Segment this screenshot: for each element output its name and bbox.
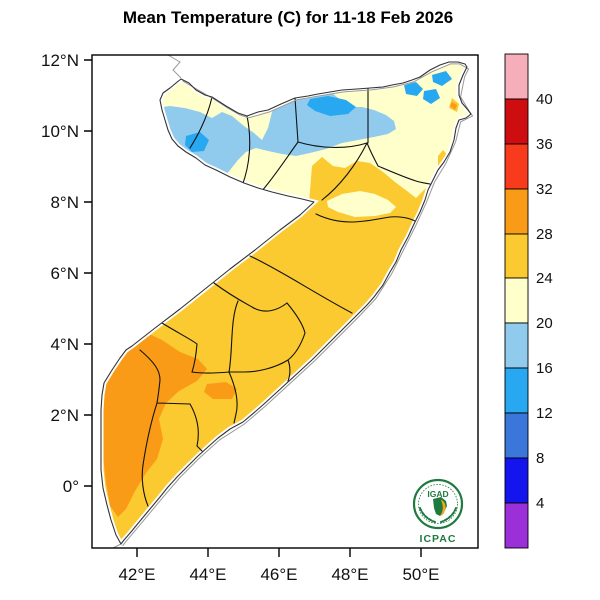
lon-tick-label-46e: 46°E [260,565,297,584]
colorbar-segment-36-40 [504,98,529,145]
coastline [100,61,472,545]
lat-tick-label-0: 0° [63,477,79,496]
laurel-wreath-icon [419,507,457,523]
plot-frame [91,54,479,549]
lon-tick-labels: 42°E 44°E 46°E 48°E 50°E [118,565,439,584]
lat-ticks [84,59,92,487]
lon-tick-label-42e: 42°E [118,565,155,584]
map-title: Mean Temperature (C) for 11-18 Feb 2026 [123,8,453,27]
colorbar-segment-below4 [504,502,529,549]
colorbar-segment-above40 [504,53,529,100]
colorbar-label-16: 16 [536,360,553,377]
lon-tick-label-50e: 50°E [402,565,439,584]
colorbar-label-32: 32 [536,181,553,198]
icpac-text: ICPAC [420,533,457,545]
colorbar-segment-16-20 [504,322,529,369]
logo-inner-ring [418,484,458,524]
colorbar-label-24: 24 [536,270,553,287]
coastline-shadow [122,63,474,547]
africa-gold-swoosh-icon [440,500,446,516]
lon-ticks [136,548,422,557]
temp-region-12-16-patches [185,71,452,152]
igad-icpac-logo: IGAD ICPAC [408,472,468,546]
colorbar-label-4: 4 [536,495,544,512]
colorbar-segment-32-36 [504,143,529,190]
lat-tick-label-8n: 8°N [50,193,79,212]
colorbar-segment-4-8 [504,457,529,504]
colorbar-segment-20-24 [504,277,529,324]
lon-tick-label-48e: 48°E [331,565,368,584]
temp-region-28-32-cape-spot [450,102,457,110]
colorbar-label-8: 8 [536,450,544,467]
colorbar-segment-24-28 [504,233,529,279]
lat-tick-labels: 12°N 10°N 8°N 6°N 4°N 2°N 0° [41,51,79,496]
igad-text: IGAD [427,489,448,499]
lat-tick-label-2n: 2°N [50,406,79,425]
lat-tick-label-6n: 6°N [50,264,79,283]
lat-tick-label-12n: 12°N [41,51,79,70]
colorbar-segment-8-12 [504,412,529,459]
colorbar-segment-28-32 [504,188,529,235]
colorbar: 40 36 32 28 24 20 16 12 8 4 [504,53,553,549]
lat-tick-label-10n: 10°N [41,122,79,141]
lon-tick-label-44e: 44°E [189,565,226,584]
colorbar-label-20: 20 [536,315,553,332]
temp-region-28-32-southwest [102,331,207,517]
colorbar-label-36: 36 [536,136,553,153]
temp-region-20-24-tongue [327,191,396,217]
colorbar-segment-12-16 [504,367,529,414]
colorbar-label-28: 28 [536,226,553,243]
colorbar-label-12: 12 [536,405,553,422]
lat-tick-label-4n: 4°N [50,335,79,354]
temp-region-28-32-patch [204,382,237,399]
colorbar-label-40: 40 [536,91,553,108]
admin-boundaries [139,87,431,507]
